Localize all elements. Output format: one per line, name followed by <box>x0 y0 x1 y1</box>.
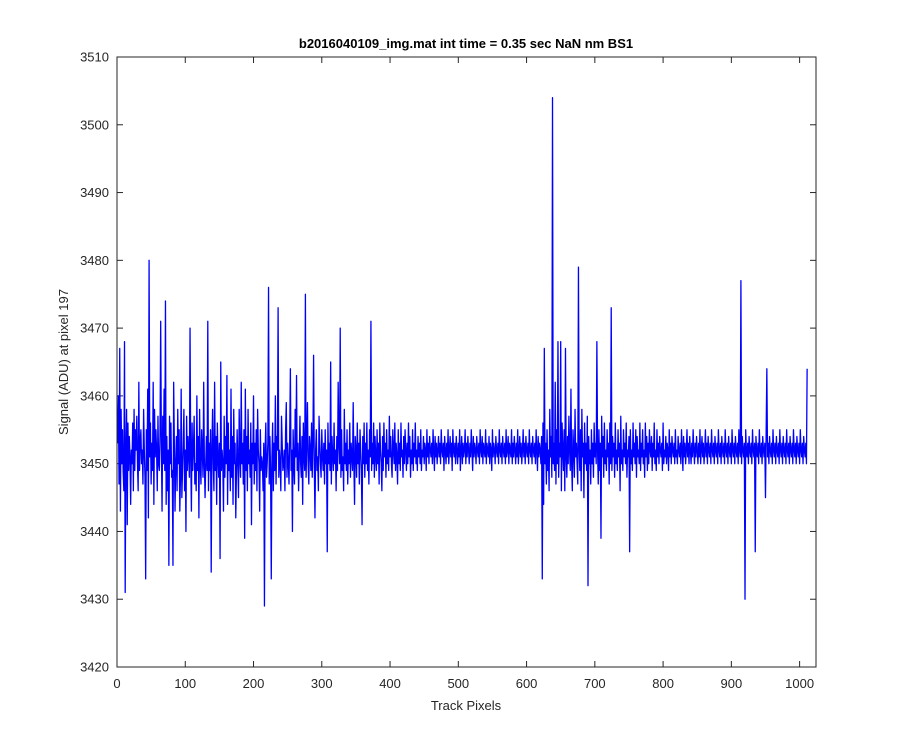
y-axis-label: Signal (ADU) at pixel 197 <box>56 289 71 435</box>
y-tick-label: 3480 <box>80 253 109 268</box>
y-tick-label: 3510 <box>80 50 109 65</box>
x-tick-label: 400 <box>379 676 401 691</box>
x-tick-label: 900 <box>721 676 743 691</box>
x-axis-label: Track Pixels <box>431 698 502 713</box>
chart-title: b2016040109_img.mat int time = 0.35 sec … <box>299 36 633 51</box>
x-tick-label: 0 <box>113 676 120 691</box>
x-tick-label: 1000 <box>785 676 814 691</box>
y-tick-label: 3500 <box>80 117 109 132</box>
x-tick-label: 300 <box>311 676 333 691</box>
y-tick-label: 3430 <box>80 592 109 607</box>
y-tick-label: 3450 <box>80 456 109 471</box>
x-tick-label: 200 <box>243 676 265 691</box>
series-layer <box>117 97 808 607</box>
x-tick-label: 500 <box>447 676 469 691</box>
y-tick-label: 3490 <box>80 185 109 200</box>
y-tick-label: 3440 <box>80 524 109 539</box>
x-tick-label: 800 <box>652 676 674 691</box>
x-tick-label: 100 <box>174 676 196 691</box>
plot-frame <box>116 56 817 668</box>
x-tick-label: 700 <box>584 676 606 691</box>
tick-group: 0 100 200 300 400 500 600 700 800 900 1000 3420 3430… <box>80 50 816 691</box>
y-tick-label: 3470 <box>80 321 109 336</box>
x-tick-label: 600 <box>516 676 538 691</box>
plot-area <box>117 57 816 667</box>
y-tick-label: 3460 <box>80 388 109 403</box>
y-tick-label: 3420 <box>80 660 109 675</box>
series-line-0 <box>117 97 808 607</box>
